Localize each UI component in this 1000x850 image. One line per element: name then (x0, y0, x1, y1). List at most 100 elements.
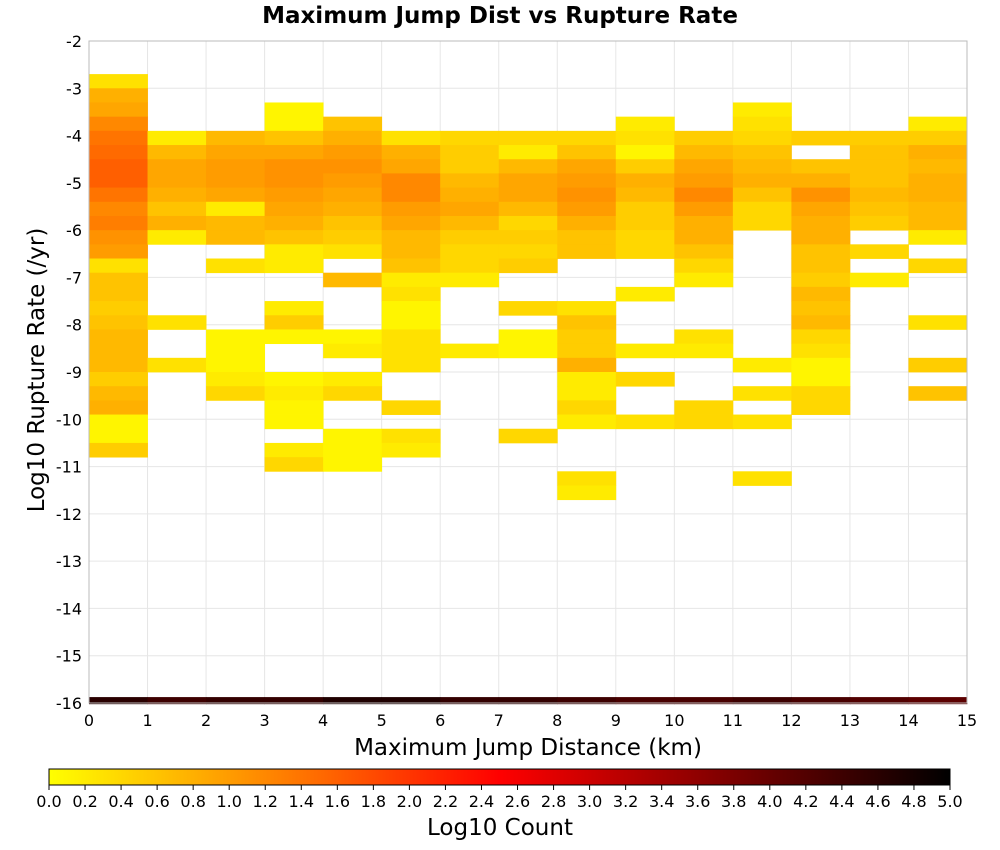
heatmap-cell (381, 230, 441, 245)
heatmap-cell (557, 315, 617, 330)
x-tick-label: 13 (840, 711, 860, 730)
x-tick-label: 4 (318, 711, 328, 730)
heatmap-cell (440, 272, 500, 288)
heatmap-cell (791, 272, 851, 288)
heatmap-cell (323, 343, 383, 359)
colorbar-tick-label: 1.6 (325, 792, 350, 811)
heatmap-cell (732, 215, 792, 231)
heatmap-cell-bottom (206, 697, 265, 705)
heatmap-cell (615, 187, 675, 203)
heatmap-cell (206, 372, 265, 387)
x-tick-label: 9 (611, 711, 621, 730)
heatmap-cell (323, 442, 383, 458)
heatmap-cell (264, 173, 324, 188)
heatmap-cell (557, 201, 617, 217)
x-tick-label: 1 (142, 711, 152, 730)
heatmap-cell (381, 442, 441, 458)
y-tick-label: -2 (66, 32, 82, 51)
heatmap-cell (381, 187, 441, 203)
heatmap-cell (381, 329, 441, 345)
heatmap-cell (206, 343, 265, 359)
heatmap-cell (674, 201, 734, 217)
heatmap-cell (89, 286, 148, 302)
colorbar-tick-label: 2.6 (505, 792, 530, 811)
y-tick-label: -7 (66, 268, 82, 287)
y-tick-label: -14 (56, 599, 82, 618)
colorbar-tick-label: 4.0 (757, 792, 782, 811)
heatmap-cell (264, 187, 324, 203)
heatmap-cell (615, 230, 675, 245)
heatmap-cell (264, 230, 324, 245)
heatmap-cell (264, 372, 324, 387)
heatmap-cell (440, 130, 500, 146)
colorbar-ticks: 0.0 0.2 0.4 0.6 0.8 1.0 1.2 1.4 1.6 1.8 2.0 2.2 2.4 2… (36, 785, 963, 811)
colorbar-label: Log10 Count (427, 815, 573, 841)
x-tick-label: 14 (898, 711, 918, 730)
heatmap-cell (89, 315, 148, 330)
heatmap-cell (381, 258, 441, 274)
colorbar-tick-label: 3.0 (577, 792, 602, 811)
colorbar-tick-label: 1.4 (289, 792, 314, 811)
heatmap-cell (89, 428, 148, 444)
heatmap-cell (381, 286, 441, 302)
heatmap-cell (557, 301, 617, 316)
colorbar-tick-label: 1.8 (361, 792, 386, 811)
x-tick-label: 5 (377, 711, 387, 730)
heatmap-cell (908, 230, 968, 245)
heatmap-cell (498, 258, 558, 274)
heatmap-cell (615, 414, 675, 430)
heatmap-cell (381, 215, 441, 231)
heatmap-cell (498, 145, 558, 160)
colorbar-tick-label: 0.2 (72, 792, 97, 811)
heatmap-cell (908, 159, 968, 174)
heatmap-cell (557, 173, 617, 188)
heatmap-cell (89, 74, 148, 89)
heatmap-cell (557, 187, 617, 203)
colorbar-tick-label: 2.2 (433, 792, 458, 811)
heatmap-cell (615, 201, 675, 217)
colorbar-tick-label: 3.8 (721, 792, 746, 811)
heatmap-cell (615, 244, 675, 259)
heatmap-cell (264, 301, 324, 316)
heatmap-cell (791, 386, 851, 401)
heatmap-cell (440, 173, 500, 188)
heatmap-cell (440, 187, 500, 203)
heatmap-cell (732, 414, 792, 430)
heatmap-cell (674, 329, 734, 345)
heatmap-cell (557, 386, 617, 401)
heatmap-cell (89, 102, 148, 118)
heatmap-cell-bottom (147, 697, 207, 705)
heatmap-cell (147, 215, 207, 231)
heatmap-cell (849, 145, 909, 160)
heatmap-cell (264, 315, 324, 330)
heatmap-cell (323, 372, 383, 387)
heatmap-cell (908, 130, 968, 146)
heatmap-cell (147, 201, 207, 217)
heatmap-cell (674, 145, 734, 160)
heatmap-cell (615, 145, 675, 160)
heatmap-cell (381, 201, 441, 217)
heatmap-cell (791, 372, 851, 387)
heatmap-cell (908, 315, 968, 330)
colorbar-tick-label: 0.6 (144, 792, 169, 811)
heatmap-cell (89, 343, 148, 359)
heatmap-cell (557, 414, 617, 430)
heatmap-cell (264, 215, 324, 231)
heatmap-cell (89, 130, 148, 146)
heatmap-cell-bottom (908, 697, 968, 705)
heatmap-cell (89, 329, 148, 345)
heatmap-cell (498, 201, 558, 217)
heatmap-cell (323, 386, 383, 401)
heatmap-cell-bottom (323, 697, 383, 705)
heatmap-cell (440, 159, 500, 174)
heatmap-cell (557, 471, 617, 486)
heatmap-cell (674, 159, 734, 174)
heatmap-cell (791, 343, 851, 359)
heatmap-cell (732, 187, 792, 203)
heatmap-cell (732, 357, 792, 373)
heatmap-cell (381, 343, 441, 359)
heatmap-cell (323, 457, 383, 472)
heatmap-cell (381, 272, 441, 288)
heatmap-cell (264, 244, 324, 259)
heatmap-cell (323, 215, 383, 231)
